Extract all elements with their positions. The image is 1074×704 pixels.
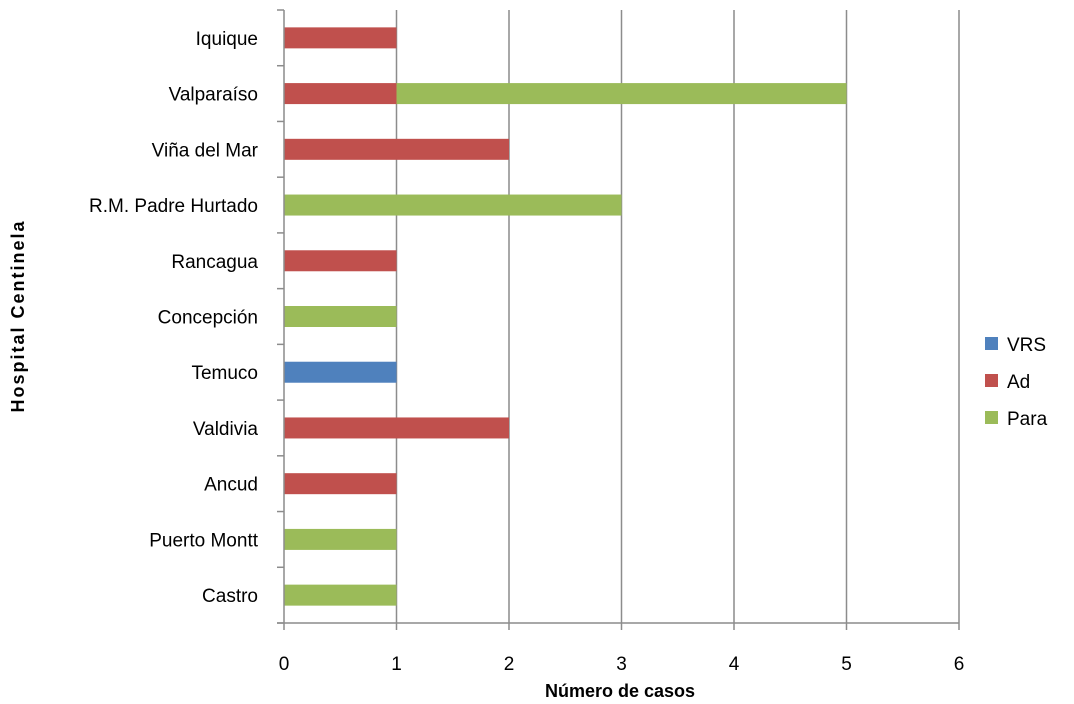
- bar-para-3: [284, 194, 622, 216]
- x-axis-title: Número de casos: [545, 681, 695, 701]
- category-label: Rancagua: [171, 252, 258, 273]
- x-tick-label: 4: [729, 654, 740, 675]
- bar-ad-4: [284, 250, 397, 272]
- bar-para-1: [396, 83, 847, 105]
- x-tick-label: 5: [841, 654, 852, 675]
- legend: VRS Ad Para: [985, 335, 1048, 430]
- legend-label-vrs: VRS: [1007, 335, 1046, 356]
- bar-ad-7: [284, 417, 509, 439]
- bar-para-9: [284, 528, 397, 550]
- category-label: Viña del Mar: [152, 140, 259, 161]
- bar-para-5: [284, 306, 397, 327]
- bar-ad-0: [284, 27, 397, 49]
- x-tick-label: 1: [391, 654, 402, 675]
- legend-swatch-para: [985, 411, 998, 424]
- y-axis-title: Hospital Centinela: [8, 219, 28, 412]
- axes: [277, 9, 960, 630]
- legend-label-ad: Ad: [1007, 372, 1030, 393]
- category-label: Temuco: [191, 363, 258, 384]
- category-label: Valparaíso: [169, 85, 258, 106]
- category-label: Valdivia: [193, 419, 259, 440]
- category-label: Puerto Montt: [149, 530, 258, 551]
- legend-label-para: Para: [1007, 409, 1048, 430]
- bar-para-10: [284, 584, 397, 606]
- category-label: Concepción: [158, 308, 258, 329]
- category-label: Castro: [202, 586, 258, 607]
- x-tick-labels: 0 1 2 3 4 5 6: [279, 654, 965, 675]
- bar-ad-1: [284, 83, 397, 105]
- category-label: Ancud: [204, 475, 258, 496]
- category-label: R.M. Padre Hurtado: [89, 196, 258, 217]
- x-tick-label: 3: [616, 654, 627, 675]
- bar-vrs-6: [284, 361, 397, 383]
- legend-swatch-vrs: [985, 337, 998, 350]
- bar-ad-8: [284, 473, 397, 495]
- x-tick-label: 0: [279, 654, 290, 675]
- bars: [284, 27, 847, 606]
- legend-swatch-ad: [985, 374, 998, 387]
- category-labels: Iquique Valparaíso Viña del Mar R.M. Padre …: [89, 29, 259, 607]
- bar-ad-2: [284, 138, 509, 160]
- x-tick-label: 2: [504, 654, 515, 675]
- gridlines: [395, 10, 960, 623]
- x-tick-label: 6: [954, 654, 965, 675]
- category-label: Iquique: [196, 29, 258, 50]
